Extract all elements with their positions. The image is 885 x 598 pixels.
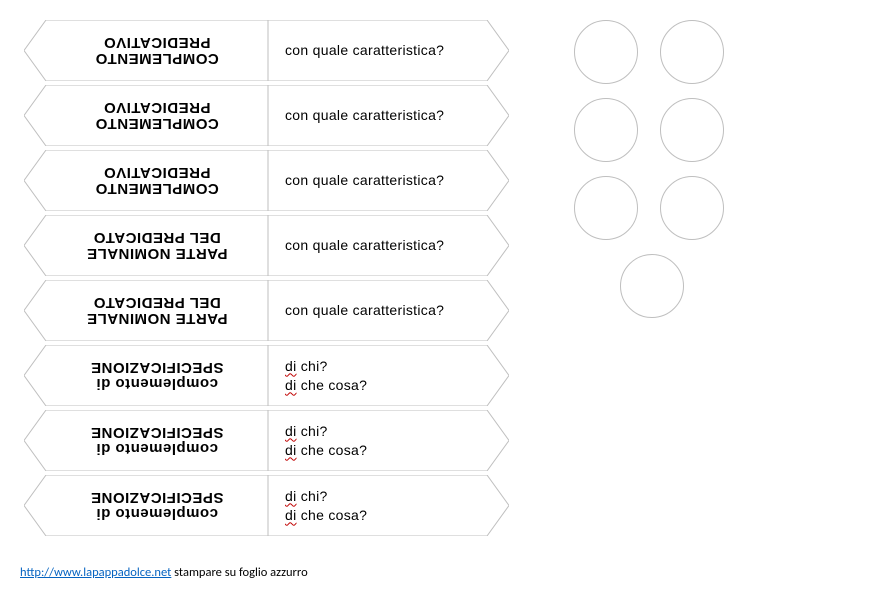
left-label-text: complemento diSPECIFICAZIONE	[91, 360, 224, 392]
left-label-text: COMPLEMENTOPREDICATIVO	[95, 100, 219, 132]
circle-row	[574, 98, 834, 162]
right-question-cell: di chi?di che cosa?	[279, 475, 487, 536]
question-line: di chi?	[285, 357, 487, 376]
question-line: con quale caratteristica?	[285, 106, 487, 125]
right-question-cell: con quale caratteristica?	[279, 215, 487, 276]
question-line: di chi?	[285, 487, 487, 506]
question-line: con quale caratteristica?	[285, 301, 487, 320]
empty-circle	[574, 176, 638, 240]
arrow-strip: complemento diSPECIFICAZIONE di chi?di ch…	[24, 410, 509, 471]
question-line: con quale caratteristica?	[285, 236, 487, 255]
left-label-flipped: COMPLEMENTOPREDICATIVO	[46, 20, 268, 81]
right-question-cell: di chi?di che cosa?	[279, 345, 487, 406]
left-label-flipped: PARTE NOMINALEDEL PREDICATO	[46, 280, 268, 341]
arrow-strip: PARTE NOMINALEDEL PREDICATO con quale car…	[24, 280, 509, 341]
question-line: con quale caratteristica?	[285, 41, 487, 60]
arrow-strip: complemento diSPECIFICAZIONE di chi?di ch…	[24, 475, 509, 536]
arrow-strip: PARTE NOMINALEDEL PREDICATO con quale car…	[24, 215, 509, 276]
left-label-flipped: complemento diSPECIFICAZIONE	[46, 475, 268, 536]
footer-tail-text: stampare su foglio azzurro	[171, 565, 307, 580]
empty-circle	[574, 20, 638, 84]
right-question-cell: con quale caratteristica?	[279, 85, 487, 146]
empty-circle	[660, 20, 724, 84]
left-label-text: PARTE NOMINALEDEL PREDICATO	[87, 230, 228, 262]
empty-circle	[620, 254, 684, 318]
right-question-cell: di chi?di che cosa?	[279, 410, 487, 471]
right-question-cell: con quale caratteristica?	[279, 20, 487, 81]
arrow-strip: complemento diSPECIFICAZIONE di chi?di ch…	[24, 345, 509, 406]
left-label-text: COMPLEMENTOPREDICATIVO	[95, 165, 219, 197]
left-label-text: complemento diSPECIFICAZIONE	[91, 490, 224, 522]
circle-row	[574, 20, 834, 84]
empty-circle	[660, 176, 724, 240]
question-line: con quale caratteristica?	[285, 171, 487, 190]
circle-row	[574, 254, 834, 318]
arrow-strip: COMPLEMENTOPREDICATIVO con quale caratter…	[24, 150, 509, 211]
right-question-cell: con quale caratteristica?	[279, 150, 487, 211]
empty-circle	[574, 98, 638, 162]
left-label-flipped: COMPLEMENTOPREDICATIVO	[46, 85, 268, 146]
left-label-text: complemento diSPECIFICAZIONE	[91, 425, 224, 457]
question-line: di che cosa?	[285, 376, 487, 395]
arrow-strip: COMPLEMENTOPREDICATIVO con quale caratter…	[24, 20, 509, 81]
left-label-flipped: complemento diSPECIFICAZIONE	[46, 410, 268, 471]
footer-link[interactable]: http://www.lapappadolce.net	[20, 565, 171, 580]
right-question-cell: con quale caratteristica?	[279, 280, 487, 341]
left-label-text: COMPLEMENTOPREDICATIVO	[95, 35, 219, 67]
question-line: di che cosa?	[285, 441, 487, 460]
question-line: di che cosa?	[285, 506, 487, 525]
circle-row	[574, 176, 834, 240]
left-label-text: PARTE NOMINALEDEL PREDICATO	[87, 295, 228, 327]
arrow-strip: COMPLEMENTOPREDICATIVO con quale caratter…	[24, 85, 509, 146]
left-label-flipped: PARTE NOMINALEDEL PREDICATO	[46, 215, 268, 276]
empty-circle	[660, 98, 724, 162]
circles-grid	[574, 20, 834, 332]
question-line: di chi?	[285, 422, 487, 441]
footer-line: http://www.lapappadolce.net stampare su …	[20, 565, 308, 580]
left-label-flipped: complemento diSPECIFICAZIONE	[46, 345, 268, 406]
left-label-flipped: COMPLEMENTOPREDICATIVO	[46, 150, 268, 211]
